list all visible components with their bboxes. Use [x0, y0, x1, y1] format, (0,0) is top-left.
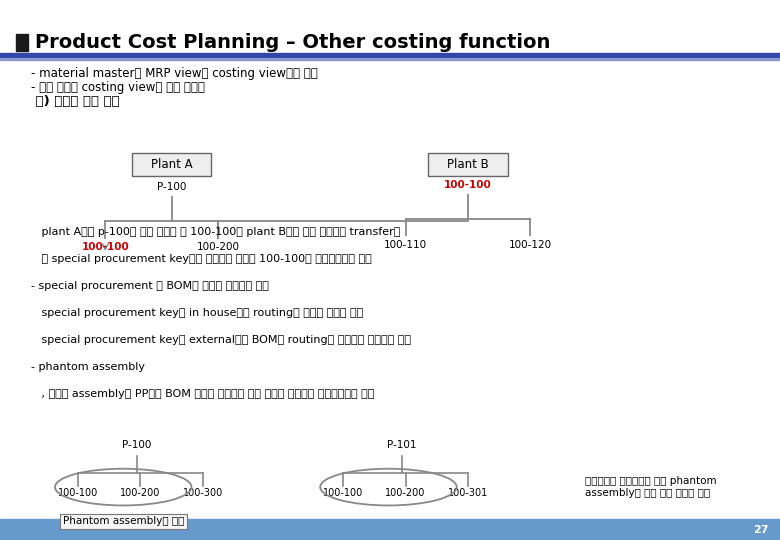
Bar: [0, 53, 780, 58]
Text: special procurement key가 in house이면 routing에 의하여 가공비 처리: special procurement key가 in house이면 rout…: [31, 308, 363, 318]
Text: , 가상의 assembly로 PP에서 BOM 구성을 간편하게 하기 위하여 사용하며 수불관리하지 않음: , 가상의 assembly로 PP에서 BOM 구성을 간편하게 하기 위하여…: [31, 389, 374, 399]
FancyBboxPatch shape: [428, 153, 508, 176]
Text: Phantom assembly로 구성: Phantom assembly로 구성: [62, 516, 184, 526]
Text: 원가계산은 부품단위로 하나 phantom
assembly에 대한 원가 정보도 있음: 원가계산은 부품단위로 하나 phantom assembly에 대한 원가 정…: [585, 476, 717, 498]
Text: Plant B: Plant B: [447, 158, 489, 171]
Text: 예) 공장간 제품 이동: 예) 공장간 제품 이동: [31, 95, 120, 108]
Text: P-100: P-100: [122, 440, 151, 450]
Text: - special procurement 와 BOM이 없으면 원재료비 처리: - special procurement 와 BOM이 없으면 원재료비 처리: [31, 281, 269, 291]
Text: - 원가 계산시 costing view가 우선 적용됨: - 원가 계산시 costing view가 우선 적용됨: [31, 81, 205, 94]
Bar: [16, 34, 28, 51]
Text: 100-100: 100-100: [444, 180, 492, 190]
Text: P-101: P-101: [387, 440, 417, 450]
FancyBboxPatch shape: [132, 153, 211, 176]
Bar: [0, 519, 780, 540]
Text: plant A에서 p-100을 원가 계산할 때 100-100은 plant B에서 원가 계산하여 transfer함: plant A에서 p-100을 원가 계산할 때 100-100은 plant…: [31, 227, 401, 237]
Text: 100-200: 100-200: [197, 242, 240, 252]
Text: Product Cost Planning – Other costing function: Product Cost Planning – Other costing fu…: [35, 33, 551, 52]
Bar: [0, 58, 780, 60]
Text: 100-120: 100-120: [509, 240, 552, 250]
Text: special procurement key가 external이면 BOM과 routing을 무시하고 원재료비 처리: special procurement key가 external이면 BOM과…: [31, 335, 411, 345]
Text: 100-200: 100-200: [120, 488, 161, 498]
Text: 100-100: 100-100: [58, 488, 98, 498]
Text: 100-100: 100-100: [323, 488, 363, 498]
Text: 27: 27: [753, 525, 768, 535]
Text: - material master의 MRP view와 costing view에서 관리: - material master의 MRP view와 costing vie…: [31, 67, 318, 80]
Text: 100-300: 100-300: [183, 488, 223, 498]
Text: 100-301: 100-301: [448, 488, 488, 498]
Text: 100-110: 100-110: [384, 240, 427, 250]
Text: - phantom assembly: - phantom assembly: [31, 362, 145, 372]
Text: 100-100: 100-100: [81, 242, 129, 252]
Text: P-100: P-100: [157, 183, 186, 192]
Text: 100-200: 100-200: [385, 488, 426, 498]
Text: Plant A: Plant A: [151, 158, 193, 171]
Text: 단 special procurement key에서 지정하지 않으면 100-100은 원가계산하지 않음: 단 special procurement key에서 지정하지 않으면 100…: [31, 254, 372, 264]
